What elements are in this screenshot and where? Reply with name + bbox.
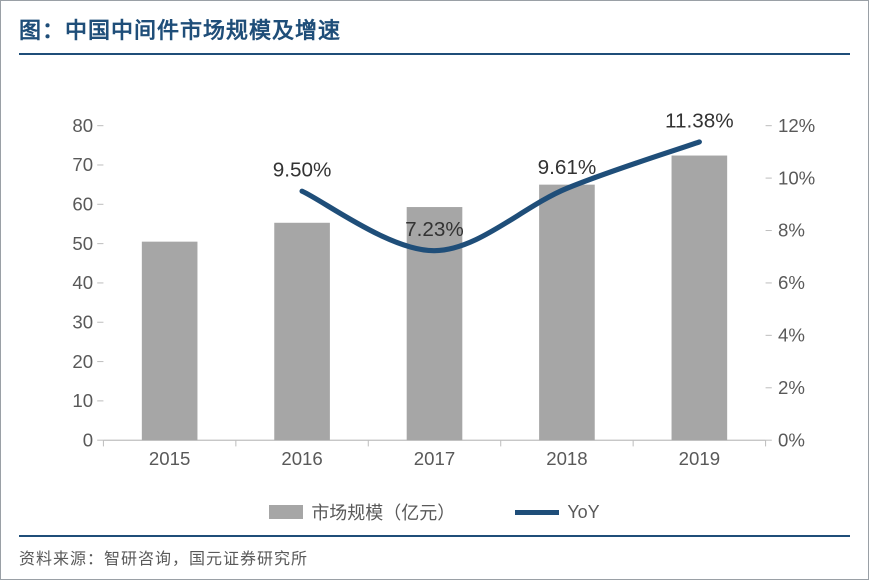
legend-item-bar: 市场规模（亿元） (269, 499, 455, 525)
title-prefix: 图： (19, 18, 65, 43)
line-data-label: 9.61% (538, 156, 597, 179)
line-data-label: 9.50% (273, 159, 332, 182)
bar (142, 242, 198, 441)
source-text: 智研咨询，国元证券研究所 (104, 551, 308, 568)
x-category-label: 2019 (679, 448, 720, 469)
svg-text:50: 50 (72, 233, 93, 254)
svg-text:10: 10 (72, 390, 93, 411)
legend-line-label: YoY (567, 502, 599, 523)
legend: 市场规模（亿元） YoY (19, 495, 850, 537)
source-row: 资料来源：智研咨询，国元证券研究所 (19, 537, 850, 569)
x-category-label: 2015 (149, 448, 190, 469)
x-category-label: 2016 (281, 448, 322, 469)
svg-text:0%: 0% (778, 429, 805, 450)
svg-text:20: 20 (72, 351, 93, 372)
svg-text:0: 0 (83, 429, 93, 450)
bar (274, 223, 330, 440)
chart-area: 0 10 20 30 40 50 60 70 80 0% 2% 4% 6% 8% 10% 12% 2015 201… (19, 55, 850, 495)
svg-text:6%: 6% (778, 272, 805, 293)
combo-chart: 0 10 20 30 40 50 60 70 80 0% 2% 4% 6% 8% 10% 12% 2015 201… (31, 75, 838, 495)
svg-text:10%: 10% (778, 167, 815, 188)
svg-text:12%: 12% (778, 115, 815, 136)
line-data-label: 7.23% (405, 218, 464, 241)
legend-item-line: YoY (515, 502, 599, 523)
bar (407, 207, 463, 440)
line-data-label: 11.38% (665, 109, 734, 132)
svg-text:2%: 2% (778, 377, 805, 398)
figure-container: 图：中国中间件市场规模及增速 0 10 20 30 40 50 60 70 80 0% 2% 4% 6%… (0, 0, 869, 580)
svg-text:4%: 4% (778, 325, 805, 346)
x-category-label: 2017 (414, 448, 455, 469)
figure-title: 中国中间件市场规模及增速 (65, 18, 341, 43)
x-category-label: 2018 (546, 448, 587, 469)
svg-text:8%: 8% (778, 220, 805, 241)
bar (539, 185, 595, 441)
svg-text:60: 60 (72, 194, 93, 215)
svg-text:70: 70 (72, 154, 93, 175)
yoy-line (302, 142, 699, 251)
source-label: 资料来源： (19, 551, 104, 568)
bar (672, 156, 728, 441)
svg-text:80: 80 (72, 115, 93, 136)
svg-text:30: 30 (72, 311, 93, 332)
bar-swatch-icon (269, 505, 303, 519)
svg-text:40: 40 (72, 272, 93, 293)
figure-title-row: 图：中国中间件市场规模及增速 (19, 13, 850, 55)
legend-bar-label: 市场规模（亿元） (311, 499, 455, 525)
line-swatch-icon (515, 510, 559, 515)
